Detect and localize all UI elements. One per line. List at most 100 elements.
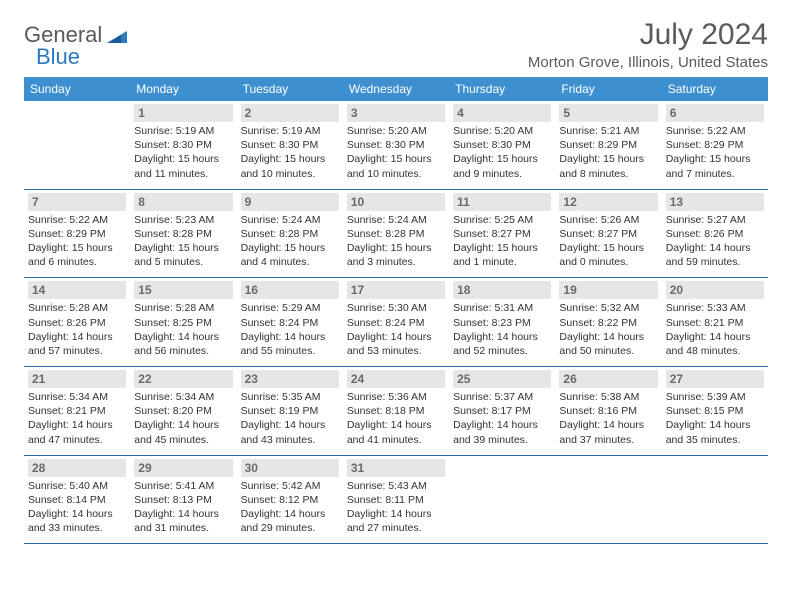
day-info-line: Sunset: 8:27 PM (453, 227, 551, 241)
day-number: 13 (666, 193, 764, 211)
day-info-line: Sunrise: 5:29 AM (241, 301, 339, 315)
calendar-day-cell: 12Sunrise: 5:26 AMSunset: 8:27 PMDayligh… (555, 189, 661, 278)
calendar-day-cell: 26Sunrise: 5:38 AMSunset: 8:16 PMDayligh… (555, 367, 661, 456)
day-info-line: Daylight: 15 hours (666, 152, 764, 166)
day-number: 9 (241, 193, 339, 211)
calendar-week-row: 21Sunrise: 5:34 AMSunset: 8:21 PMDayligh… (24, 367, 768, 456)
day-info-line: Daylight: 14 hours (453, 330, 551, 344)
day-info: Sunrise: 5:33 AMSunset: 8:21 PMDaylight:… (666, 301, 764, 358)
day-number: 20 (666, 281, 764, 299)
day-info-line: Sunset: 8:26 PM (28, 316, 126, 330)
day-info: Sunrise: 5:34 AMSunset: 8:21 PMDaylight:… (28, 390, 126, 447)
day-info-line: Sunset: 8:16 PM (559, 404, 657, 418)
day-info-line: Daylight: 14 hours (241, 507, 339, 521)
calendar-week-row: 7Sunrise: 5:22 AMSunset: 8:29 PMDaylight… (24, 189, 768, 278)
day-info-line: Sunset: 8:22 PM (559, 316, 657, 330)
day-info-line: Sunrise: 5:41 AM (134, 479, 232, 493)
weekday-header: Thursday (449, 77, 555, 101)
calendar-day-cell (24, 101, 130, 189)
day-info: Sunrise: 5:29 AMSunset: 8:24 PMDaylight:… (241, 301, 339, 358)
day-info-line: Sunrise: 5:42 AM (241, 479, 339, 493)
day-info: Sunrise: 5:27 AMSunset: 8:26 PMDaylight:… (666, 213, 764, 270)
calendar-day-cell: 14Sunrise: 5:28 AMSunset: 8:26 PMDayligh… (24, 278, 130, 367)
calendar-day-cell: 31Sunrise: 5:43 AMSunset: 8:11 PMDayligh… (343, 455, 449, 544)
calendar-day-cell: 15Sunrise: 5:28 AMSunset: 8:25 PMDayligh… (130, 278, 236, 367)
logo: General Blue (24, 18, 127, 68)
day-info-line: Daylight: 14 hours (559, 418, 657, 432)
day-info-line: Daylight: 14 hours (28, 418, 126, 432)
calendar-table: Sunday Monday Tuesday Wednesday Thursday… (24, 77, 768, 544)
logo-word1: General (24, 22, 102, 47)
day-info: Sunrise: 5:32 AMSunset: 8:22 PMDaylight:… (559, 301, 657, 358)
day-info-line: and 5 minutes. (134, 255, 232, 269)
day-info: Sunrise: 5:20 AMSunset: 8:30 PMDaylight:… (453, 124, 551, 181)
calendar-week-row: 14Sunrise: 5:28 AMSunset: 8:26 PMDayligh… (24, 278, 768, 367)
day-info: Sunrise: 5:34 AMSunset: 8:20 PMDaylight:… (134, 390, 232, 447)
day-info-line: and 0 minutes. (559, 255, 657, 269)
calendar-day-cell: 30 Sunrise: 5:42 AMSunset: 8:12 PMDayligh… (237, 455, 343, 544)
day-number: 1 (134, 104, 232, 122)
day-info-line: Daylight: 15 hours (28, 241, 126, 255)
calendar-day-cell: 28Sunrise: 5:40 AMSunset: 8:14 PMDayligh… (24, 455, 130, 544)
calendar-body: 1Sunrise: 5:19 AMSunset: 8:30 PMDaylight… (24, 101, 768, 544)
weekday-header: Sunday (24, 77, 130, 101)
day-info-line: Daylight: 15 hours (134, 241, 232, 255)
weekday-header-row: Sunday Monday Tuesday Wednesday Thursday… (24, 77, 768, 101)
day-info-line: Sunset: 8:29 PM (559, 138, 657, 152)
calendar-day-cell: 29 Sunrise: 5:41 AMSunset: 8:13 PMDayligh… (130, 455, 236, 544)
day-info: Sunrise: 5:41 AMSunset: 8:13 PMDaylight:… (134, 479, 232, 536)
day-info-line: Sunset: 8:21 PM (666, 316, 764, 330)
day-info: Sunrise: 5:37 AMSunset: 8:17 PMDaylight:… (453, 390, 551, 447)
day-info-line: and 6 minutes. (28, 255, 126, 269)
day-info: Sunrise: 5:22 AMSunset: 8:29 PMDaylight:… (666, 124, 764, 181)
day-info-line: and 10 minutes. (347, 167, 445, 181)
calendar-day-cell: 22Sunrise: 5:34 AMSunset: 8:20 PMDayligh… (130, 367, 236, 456)
day-number: 7 (28, 193, 126, 211)
weekday-header: Monday (130, 77, 236, 101)
day-info-line: and 4 minutes. (241, 255, 339, 269)
weekday-header: Tuesday (237, 77, 343, 101)
day-info-line: Sunset: 8:12 PM (241, 493, 339, 507)
title-block: July 2024 Morton Grove, Illinois, United… (528, 18, 768, 71)
day-info-line: Daylight: 14 hours (347, 330, 445, 344)
calendar-day-cell: 10Sunrise: 5:24 AMSunset: 8:28 PMDayligh… (343, 189, 449, 278)
day-info-line: Sunset: 8:17 PM (453, 404, 551, 418)
day-number: 23 (241, 370, 339, 388)
day-info: Sunrise: 5:39 AMSunset: 8:15 PMDaylight:… (666, 390, 764, 447)
calendar-day-cell (449, 455, 555, 544)
day-info-line: and 3 minutes. (347, 255, 445, 269)
logo-triangle-icon (107, 27, 127, 48)
day-info: Sunrise: 5:40 AMSunset: 8:14 PMDaylight:… (28, 479, 126, 536)
calendar-day-cell: 8Sunrise: 5:23 AMSunset: 8:28 PMDaylight… (130, 189, 236, 278)
location-text: Morton Grove, Illinois, United States (528, 54, 768, 71)
day-info: Sunrise: 5:28 AMSunset: 8:26 PMDaylight:… (28, 301, 126, 358)
day-info-line: Sunrise: 5:20 AM (347, 124, 445, 138)
day-info-line: Sunset: 8:27 PM (559, 227, 657, 241)
day-number: 12 (559, 193, 657, 211)
weekday-header: Wednesday (343, 77, 449, 101)
calendar-day-cell (555, 455, 661, 544)
day-info-line: Sunrise: 5:24 AM (347, 213, 445, 227)
calendar-day-cell: 9Sunrise: 5:24 AMSunset: 8:28 PMDaylight… (237, 189, 343, 278)
day-info-line: and 29 minutes. (241, 521, 339, 535)
day-number: 17 (347, 281, 445, 299)
day-number: 30 (241, 459, 339, 477)
day-info-line: Daylight: 14 hours (134, 330, 232, 344)
day-info-line: Sunrise: 5:34 AM (134, 390, 232, 404)
day-number: 25 (453, 370, 551, 388)
day-info: Sunrise: 5:35 AMSunset: 8:19 PMDaylight:… (241, 390, 339, 447)
day-info-line: and 48 minutes. (666, 344, 764, 358)
day-info-line: Daylight: 14 hours (28, 330, 126, 344)
day-info-line: Daylight: 14 hours (453, 418, 551, 432)
day-info-line: and 1 minute. (453, 255, 551, 269)
day-info-line: Sunrise: 5:38 AM (559, 390, 657, 404)
day-number: 15 (134, 281, 232, 299)
day-info-line: Sunset: 8:26 PM (666, 227, 764, 241)
day-info-line: Sunset: 8:11 PM (347, 493, 445, 507)
day-number: 29 (134, 459, 232, 477)
day-info-line: Daylight: 15 hours (453, 241, 551, 255)
day-info-line: and 7 minutes. (666, 167, 764, 181)
day-info-line: and 35 minutes. (666, 433, 764, 447)
day-number: 6 (666, 104, 764, 122)
day-info-line: Daylight: 14 hours (347, 507, 445, 521)
